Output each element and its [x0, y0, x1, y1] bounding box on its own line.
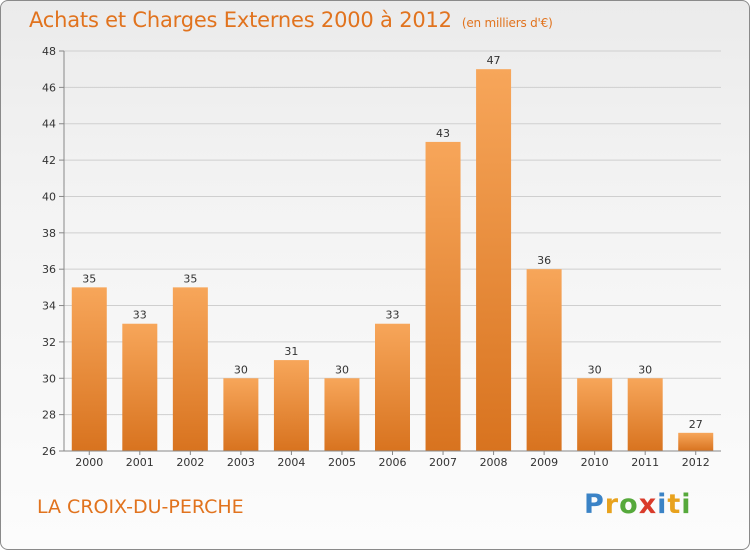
- y-tick-label: 48: [42, 45, 56, 58]
- x-tick-label: 2004: [277, 456, 305, 469]
- y-tick-label: 38: [42, 227, 56, 240]
- bar: [577, 378, 613, 451]
- brand-letter: t: [667, 489, 682, 520]
- brand-letter: P: [584, 489, 605, 520]
- x-tick-label: 2009: [530, 456, 558, 469]
- y-tick-label: 30: [42, 372, 56, 385]
- chart-title: Achats et Charges Externes 2000 à 2012 (e…: [29, 8, 553, 32]
- bar: [223, 378, 259, 451]
- data-label: 30: [588, 363, 602, 376]
- bar: [476, 69, 512, 451]
- data-label: 36: [537, 254, 551, 267]
- x-tick-label: 2012: [682, 456, 710, 469]
- location-name: LA CROIX-DU-PERCHE: [37, 496, 244, 518]
- data-label: 47: [487, 54, 501, 67]
- y-tick-label: 32: [42, 336, 56, 349]
- chart-unit: (en milliers d'€): [461, 16, 553, 30]
- y-tick-label: 42: [42, 154, 56, 167]
- y-tick-label: 46: [42, 81, 56, 94]
- x-tick-label: 2003: [227, 456, 255, 469]
- x-tick-label: 2005: [328, 456, 356, 469]
- brand-letter: o: [619, 489, 639, 520]
- brand-letter: i: [657, 489, 668, 520]
- data-label: 27: [689, 418, 703, 431]
- brand-letter: x: [638, 489, 658, 520]
- y-tick-label: 44: [42, 118, 56, 131]
- data-label: 35: [82, 272, 96, 285]
- data-label: 30: [335, 363, 349, 376]
- brand-letter: i: [681, 489, 692, 520]
- chart-title-text: Achats et Charges Externes 2000 à 2012: [29, 8, 452, 32]
- data-label: 31: [284, 345, 298, 358]
- bar: [526, 269, 562, 451]
- proxiti-logo: Proxiti: [584, 489, 692, 520]
- data-label: 33: [386, 309, 400, 322]
- bar: [71, 287, 107, 451]
- bar: [324, 378, 360, 451]
- data-label: 30: [638, 363, 652, 376]
- x-tick-label: 2010: [581, 456, 609, 469]
- y-tick-label: 36: [42, 263, 56, 276]
- x-tick-label: 2000: [75, 456, 103, 469]
- y-tick-label: 26: [42, 445, 56, 458]
- x-tick-label: 2006: [379, 456, 407, 469]
- y-tick-label: 28: [42, 409, 56, 422]
- bar: [678, 432, 714, 451]
- data-label: 30: [234, 363, 248, 376]
- bar: [627, 378, 663, 451]
- x-tick-label: 2007: [429, 456, 457, 469]
- y-tick-label: 40: [42, 190, 56, 203]
- y-tick-label: 34: [42, 300, 56, 313]
- data-label: 33: [133, 309, 147, 322]
- data-label: 35: [183, 272, 197, 285]
- x-tick-label: 2008: [480, 456, 508, 469]
- bar: [375, 323, 410, 451]
- x-tick-label: 2001: [126, 456, 154, 469]
- brand-letter: r: [604, 489, 620, 520]
- bar: [122, 323, 158, 451]
- data-label: 43: [436, 127, 450, 140]
- bar: [425, 141, 461, 451]
- x-tick-label: 2002: [176, 456, 204, 469]
- x-tick-label: 2011: [631, 456, 659, 469]
- bar: [273, 360, 309, 451]
- bar: [172, 287, 208, 451]
